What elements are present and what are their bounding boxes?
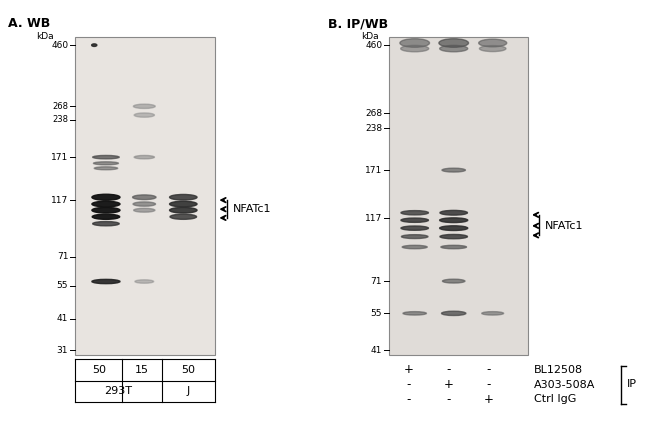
Text: 238: 238	[52, 115, 68, 124]
Ellipse shape	[94, 167, 118, 170]
Ellipse shape	[482, 312, 504, 315]
Ellipse shape	[135, 280, 153, 283]
Text: +: +	[403, 363, 413, 376]
Ellipse shape	[403, 312, 426, 315]
Ellipse shape	[134, 113, 155, 117]
Ellipse shape	[401, 226, 428, 230]
Text: -: -	[487, 363, 491, 376]
Ellipse shape	[400, 45, 429, 52]
Text: A303-508A: A303-508A	[534, 380, 595, 390]
Ellipse shape	[170, 201, 197, 207]
Text: Ctrl IgG: Ctrl IgG	[534, 394, 577, 404]
Text: -: -	[487, 378, 491, 391]
Text: kDa: kDa	[361, 32, 378, 41]
Ellipse shape	[92, 44, 97, 46]
Text: IP: IP	[627, 379, 637, 390]
Ellipse shape	[133, 195, 156, 200]
Ellipse shape	[402, 245, 427, 249]
Text: 50: 50	[181, 365, 196, 375]
Text: 55: 55	[370, 309, 382, 318]
Ellipse shape	[94, 162, 118, 165]
Text: 31: 31	[57, 346, 68, 355]
Text: 268: 268	[52, 102, 68, 111]
Ellipse shape	[170, 207, 197, 213]
Text: B. IP/WB: B. IP/WB	[328, 17, 389, 30]
Ellipse shape	[443, 279, 465, 283]
Ellipse shape	[92, 201, 120, 207]
Ellipse shape	[439, 39, 469, 47]
Ellipse shape	[92, 194, 120, 200]
Ellipse shape	[92, 207, 120, 213]
Ellipse shape	[439, 45, 468, 52]
Text: 41: 41	[57, 314, 68, 323]
Ellipse shape	[401, 211, 428, 215]
Ellipse shape	[170, 214, 196, 219]
Text: A. WB: A. WB	[8, 17, 50, 30]
Ellipse shape	[401, 218, 428, 222]
Ellipse shape	[133, 104, 155, 108]
Ellipse shape	[439, 218, 468, 223]
Ellipse shape	[440, 210, 467, 215]
Text: -: -	[406, 378, 410, 391]
Text: 15: 15	[135, 365, 149, 375]
Text: kDa: kDa	[36, 32, 53, 41]
Text: 55: 55	[57, 281, 68, 290]
Text: 293T: 293T	[104, 386, 133, 396]
Ellipse shape	[402, 235, 428, 239]
Ellipse shape	[480, 46, 506, 52]
Text: -: -	[447, 393, 450, 405]
Ellipse shape	[400, 39, 430, 47]
Bar	[75, 37, 215, 355]
Ellipse shape	[93, 155, 119, 159]
Ellipse shape	[170, 194, 197, 200]
Text: 71: 71	[57, 252, 68, 261]
Text: NFATc1: NFATc1	[233, 204, 271, 214]
Text: -: -	[447, 363, 450, 376]
Ellipse shape	[133, 202, 155, 206]
Text: 460: 460	[51, 41, 68, 49]
Text: 117: 117	[365, 214, 382, 223]
Ellipse shape	[440, 234, 467, 239]
Text: 50: 50	[92, 365, 106, 375]
Ellipse shape	[134, 208, 155, 212]
Ellipse shape	[439, 226, 468, 230]
Text: 171: 171	[365, 166, 382, 175]
Text: 460: 460	[365, 41, 382, 49]
Ellipse shape	[478, 39, 507, 47]
Ellipse shape	[92, 214, 120, 219]
Ellipse shape	[441, 245, 467, 249]
Text: 171: 171	[51, 153, 68, 162]
Bar	[389, 37, 528, 355]
Text: 71: 71	[370, 276, 382, 286]
Ellipse shape	[92, 280, 120, 284]
Text: BL12508: BL12508	[534, 365, 584, 375]
Text: 268: 268	[365, 109, 382, 118]
Text: 41: 41	[370, 346, 382, 355]
Ellipse shape	[442, 168, 465, 172]
Text: 117: 117	[51, 196, 68, 205]
Ellipse shape	[93, 221, 119, 226]
Ellipse shape	[441, 311, 466, 316]
Text: +: +	[484, 393, 494, 405]
Text: 238: 238	[365, 124, 382, 133]
Text: NFATc1: NFATc1	[545, 221, 583, 231]
Text: +: +	[443, 378, 454, 391]
Text: J: J	[187, 386, 190, 396]
Ellipse shape	[134, 155, 155, 159]
Text: -: -	[406, 393, 410, 405]
